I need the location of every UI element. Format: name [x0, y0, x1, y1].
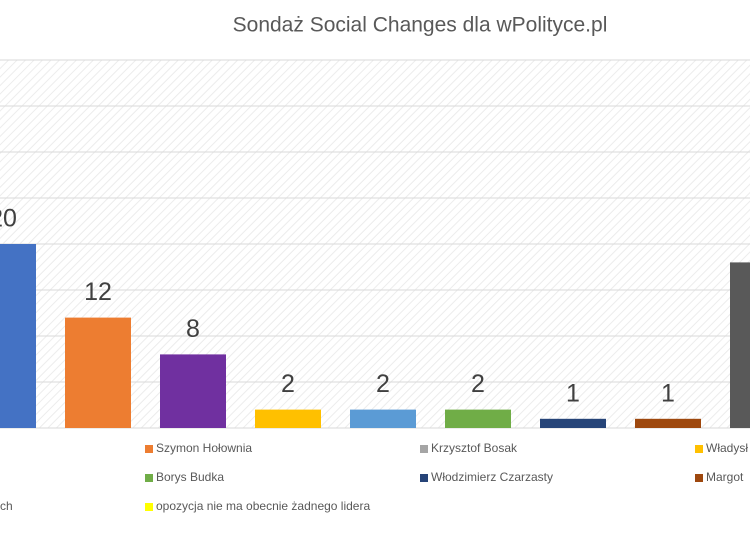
legend-label: opozycja nie ma obecnie żadnego lidera: [156, 499, 370, 513]
bar: [635, 418, 701, 428]
data-label: 1: [566, 379, 580, 407]
legend-label: Borys Budka: [156, 470, 224, 484]
bar: [350, 409, 416, 428]
data-label: 20: [0, 205, 17, 233]
legend-label: Szymon Hołownia: [156, 441, 252, 455]
data-label: 2: [376, 370, 390, 398]
legend-label: ch: [0, 499, 13, 513]
legend-swatch: [145, 474, 153, 482]
legend-label: Margot: [706, 470, 744, 484]
data-label: 1: [661, 379, 675, 407]
bar: [540, 418, 606, 428]
legend-swatch: [420, 474, 428, 482]
legend-swatch: [145, 445, 153, 453]
legend-swatch: [420, 445, 428, 453]
legend-swatch: [695, 445, 703, 453]
data-label: 2: [471, 370, 485, 398]
data-label: 12: [84, 278, 112, 306]
legend-label: Krzysztof Bosak: [431, 441, 518, 455]
legend-swatch: [145, 503, 153, 511]
bar: [0, 244, 36, 428]
data-label: 8: [186, 315, 200, 343]
bar: [255, 409, 321, 428]
chart-title: Sondaż Social Changes dla wPolityce.pl: [233, 14, 608, 37]
bar: [160, 354, 226, 428]
legend-label: Władysł: [706, 441, 748, 455]
data-label: 2: [281, 370, 295, 398]
bar: [445, 409, 511, 428]
bar: [65, 317, 131, 428]
bar: [730, 262, 750, 428]
legend-label: Włodzimierz Czarzasty: [431, 470, 553, 484]
legend-swatch: [695, 474, 703, 482]
